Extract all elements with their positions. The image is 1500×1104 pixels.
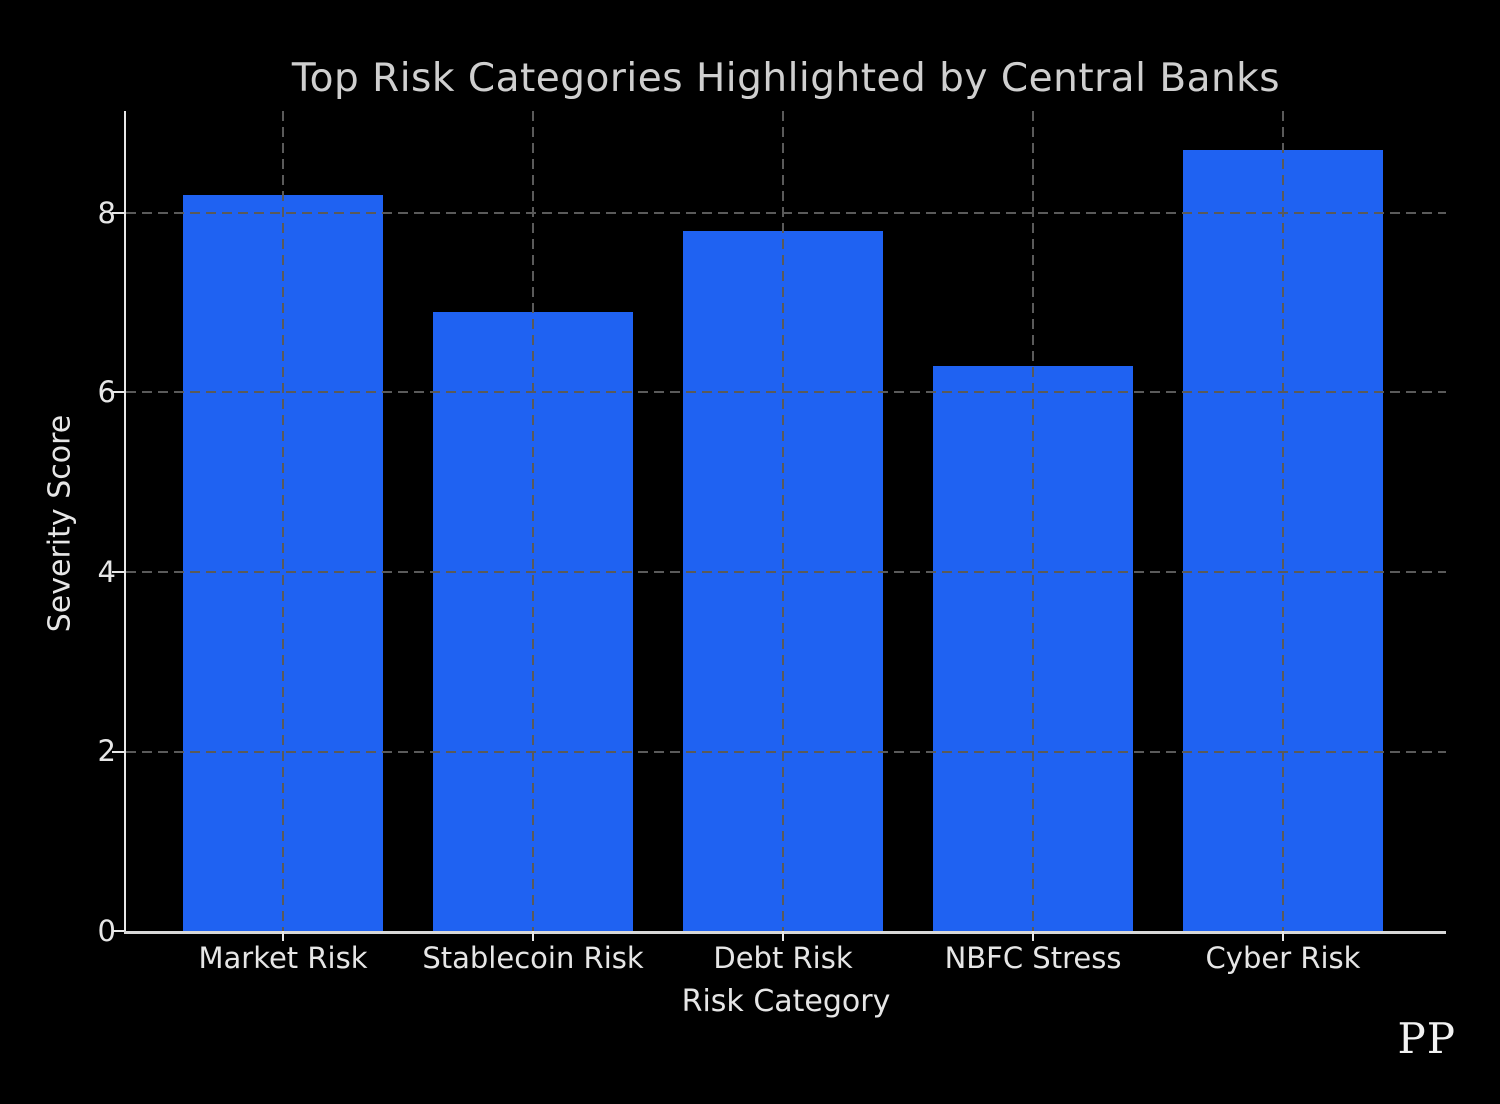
y-gridline-2 — [126, 750, 1446, 753]
y-axis-spine — [124, 111, 126, 933]
y-tick-label-8: 8 — [97, 195, 116, 230]
x-tickmark-cyber-risk — [1282, 931, 1284, 941]
y-tick-label-0: 0 — [97, 914, 116, 948]
x-gridline-debt-risk — [782, 111, 784, 931]
x-gridline-stablecoin-risk — [532, 111, 534, 931]
y-tickmark-4 — [112, 570, 124, 573]
x-tickmark-market-risk — [282, 931, 284, 941]
y-tickmark-8 — [112, 211, 124, 214]
chart-title: Top Risk Categories Highlighted by Centr… — [291, 56, 1281, 101]
y-tickmark-2 — [112, 750, 124, 753]
y-tickmark-0 — [112, 930, 124, 932]
y-axis-label: Severity Score — [42, 414, 78, 633]
y-tick-label-4: 4 — [97, 554, 116, 589]
y-gridline-6 — [126, 391, 1446, 394]
x-axis-label: Risk Category — [681, 984, 891, 1019]
y-tick-label-2: 2 — [97, 734, 116, 769]
x-tickmark-debt-risk — [782, 931, 784, 941]
x-tickmark-nbfc-stress — [1032, 931, 1034, 941]
x-tick-label-debt-risk: Debt Risk — [713, 941, 853, 975]
x-tick-label-market-risk: Market Risk — [198, 941, 368, 975]
y-gridline-4 — [126, 570, 1446, 573]
x-gridline-nbfc-stress — [1032, 111, 1034, 931]
x-tick-label-stablecoin-risk: Stablecoin Risk — [422, 941, 644, 975]
x-tickmark-stablecoin-risk — [532, 931, 534, 941]
x-gridline-cyber-risk — [1282, 111, 1284, 931]
x-gridline-market-risk — [282, 111, 284, 931]
plot-area — [112, 111, 1446, 941]
y-gridline-8 — [126, 211, 1446, 214]
x-tick-label-nbfc-stress: NBFC Stress — [944, 941, 1122, 975]
x-tick-label-cyber-risk: Cyber Risk — [1205, 941, 1361, 975]
y-tickmark-6 — [112, 391, 124, 394]
y-tick-label-6: 6 — [97, 375, 116, 410]
x-axis-spine — [124, 931, 1446, 934]
watermark-logo: PP — [1397, 1014, 1456, 1063]
